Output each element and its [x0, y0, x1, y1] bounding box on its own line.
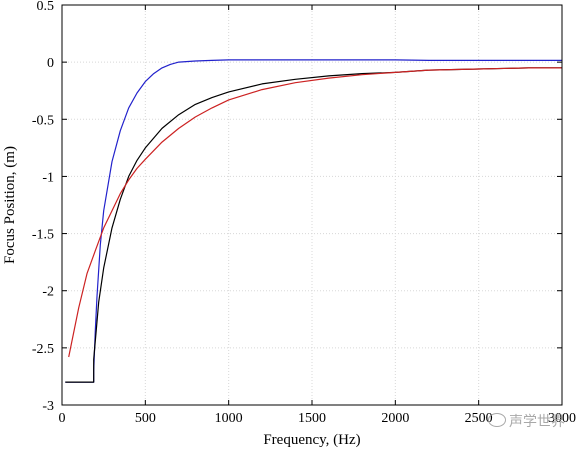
x-tick-label: 3000 — [548, 411, 576, 426]
x-tick-label: 500 — [135, 411, 156, 426]
y-tick-label: 0.5 — [37, 0, 55, 14]
x-tick-label: 2000 — [381, 411, 409, 426]
y-tick-label: 0 — [47, 56, 54, 71]
y-tick-label: -1 — [42, 170, 54, 185]
series-lines — [65, 59, 562, 383]
x-tick-label: 1000 — [215, 411, 243, 426]
y-tick-label: -3 — [42, 399, 54, 414]
x-tick-label: 2500 — [465, 411, 493, 426]
ticks: 0 500 1000 1500 2000 2500 3000 0.5 0 -0.5 -1 -1.5 -2… — [32, 0, 576, 426]
watermark-text: 声学世界 — [509, 414, 565, 430]
y-tick-label: -2 — [42, 285, 54, 300]
y-tick-label: -2.5 — [32, 342, 54, 357]
x-tick-label: 1500 — [298, 411, 326, 426]
y-axis-label: Focus Position, (m) — [2, 146, 18, 264]
x-axis-label: Frequency, (Hz) — [263, 432, 360, 448]
y-tick-label: -1.5 — [32, 228, 54, 243]
series-line-3 — [68, 67, 562, 358]
chat-bubble-icon — [488, 413, 506, 427]
watermark: 声学世界 — [488, 411, 565, 431]
series-line-2 — [65, 67, 562, 383]
grid — [62, 5, 562, 405]
y-tick-label: -0.5 — [32, 113, 54, 128]
series-line-1 — [65, 59, 562, 383]
x-tick-label: 0 — [59, 411, 66, 426]
